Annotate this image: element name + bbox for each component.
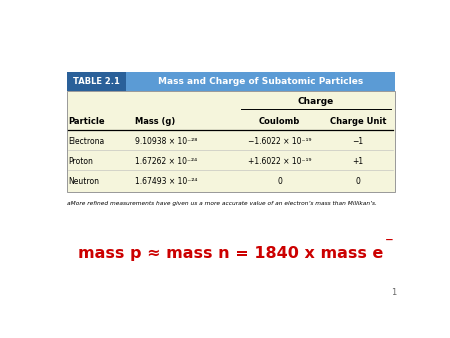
Text: −1.6022 × 10⁻¹⁹: −1.6022 × 10⁻¹⁹: [248, 137, 311, 146]
Text: 1.67493 × 10⁻²⁴: 1.67493 × 10⁻²⁴: [135, 177, 197, 186]
Text: −1: −1: [352, 137, 364, 146]
Text: aMore refined measurements have given us a more accurate value of an electron’s : aMore refined measurements have given us…: [67, 201, 377, 206]
Text: 0: 0: [356, 177, 360, 186]
Text: 9.10938 × 10⁻²⁸: 9.10938 × 10⁻²⁸: [135, 137, 197, 146]
Text: Proton: Proton: [68, 157, 93, 166]
Text: mass p ≈ mass n = 1840 x mass e: mass p ≈ mass n = 1840 x mass e: [78, 246, 383, 262]
Text: Coulomb: Coulomb: [259, 117, 300, 126]
Text: +1: +1: [352, 157, 364, 166]
Text: −: −: [385, 235, 394, 245]
Text: +1.6022 × 10⁻¹⁹: +1.6022 × 10⁻¹⁹: [248, 157, 311, 166]
Text: Mass (g): Mass (g): [135, 117, 175, 126]
Text: Particle: Particle: [68, 117, 105, 126]
FancyBboxPatch shape: [67, 72, 395, 91]
FancyBboxPatch shape: [67, 91, 395, 192]
Text: TABLE 2.1: TABLE 2.1: [73, 77, 120, 86]
Text: Charge Unit: Charge Unit: [330, 117, 386, 126]
FancyBboxPatch shape: [67, 72, 126, 91]
Text: Mass and Charge of Subatomic Particles: Mass and Charge of Subatomic Particles: [158, 77, 363, 86]
Text: Electrona: Electrona: [68, 137, 105, 146]
Text: 0: 0: [277, 177, 282, 186]
Text: Charge: Charge: [298, 97, 334, 106]
Text: 1.67262 × 10⁻²⁴: 1.67262 × 10⁻²⁴: [135, 157, 197, 166]
Text: 1: 1: [391, 288, 396, 297]
Text: Neutron: Neutron: [68, 177, 99, 186]
